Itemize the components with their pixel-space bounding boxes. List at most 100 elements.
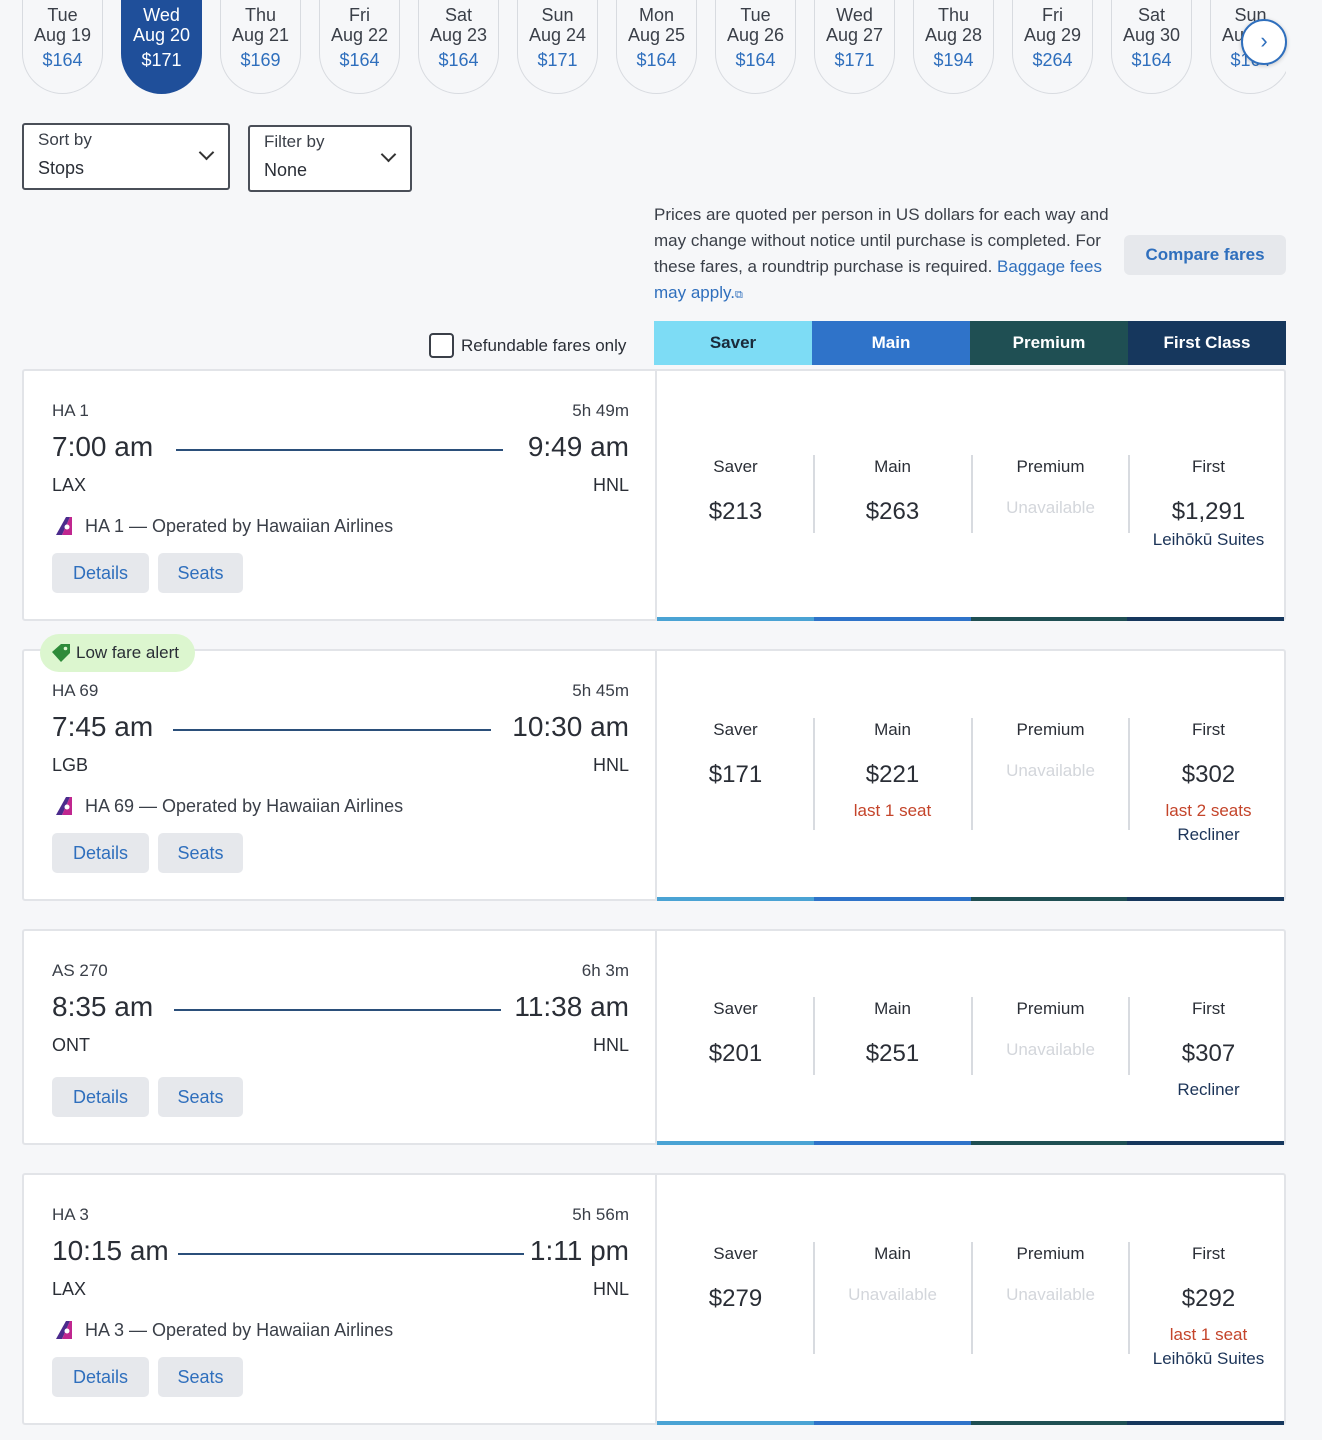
date-tab-aug-19[interactable]: Tue Aug 19 $164 bbox=[22, 0, 103, 94]
low-fare-alert-text: Low fare alert bbox=[76, 643, 179, 662]
fare-divider bbox=[1128, 718, 1130, 830]
date-label: Aug 27 bbox=[825, 25, 884, 45]
date-price: $171 bbox=[141, 50, 182, 70]
fare-price: $171 bbox=[708, 761, 763, 788]
chevron-right-icon[interactable]: › bbox=[1241, 19, 1287, 65]
date-price: $164 bbox=[438, 50, 479, 70]
fare-header-premium[interactable]: Premium bbox=[970, 321, 1128, 365]
flight-number: HA 3 bbox=[52, 1205, 89, 1224]
date-price: $164 bbox=[339, 50, 380, 70]
cabin-type: Recliner bbox=[1177, 825, 1240, 844]
fare-class-label: Saver bbox=[713, 999, 758, 1018]
fare-price: $279 bbox=[708, 1285, 763, 1312]
date-label: Aug 25 bbox=[627, 25, 686, 45]
date-dow: Wed bbox=[143, 5, 180, 25]
details-button[interactable]: Details bbox=[52, 833, 149, 873]
date-tab-aug-26[interactable]: Tue Aug 26 $164 bbox=[715, 0, 796, 94]
fare-saver[interactable]: Saver $279 bbox=[657, 1244, 814, 1313]
date-tab-aug-25[interactable]: Mon Aug 25 $164 bbox=[616, 0, 697, 94]
seats-button[interactable]: Seats bbox=[158, 1077, 243, 1117]
flight-number: HA 69 bbox=[52, 681, 99, 700]
fare-divider bbox=[813, 718, 815, 830]
fare-main: Main Unavailable bbox=[814, 1244, 971, 1305]
date-tab-aug-24[interactable]: Sun Aug 24 $171 bbox=[517, 0, 598, 94]
fare-price: $221 bbox=[865, 761, 920, 788]
date-label: Aug 29 bbox=[1023, 25, 1082, 45]
route-line bbox=[176, 449, 503, 451]
fare-options: Saver $171 Main $221 last 1 seat Premium Una… bbox=[655, 651, 1287, 901]
date-dow: Thu bbox=[244, 5, 277, 25]
date-label: Aug 21 bbox=[231, 25, 290, 45]
fare-options: Saver $213 Main $263 Premium Unavailable Fi… bbox=[655, 371, 1287, 621]
fare-divider bbox=[971, 997, 973, 1075]
details-button[interactable]: Details bbox=[52, 1357, 149, 1397]
fare-saver[interactable]: Saver $213 bbox=[657, 457, 814, 526]
date-tab-aug-22[interactable]: Fri Aug 22 $164 bbox=[319, 0, 400, 94]
fare-main[interactable]: Main $251 bbox=[814, 999, 971, 1068]
price-disclaimer: Prices are quoted per person in US dolla… bbox=[654, 202, 1110, 308]
refundable-checkbox[interactable]: Refundable fares only bbox=[429, 333, 626, 358]
fare-divider bbox=[971, 718, 973, 830]
fare-main[interactable]: Main $221 last 1 seat bbox=[814, 720, 971, 821]
date-tab-aug-27[interactable]: Wed Aug 27 $171 bbox=[814, 0, 895, 94]
fare-divider bbox=[1128, 997, 1130, 1075]
seats-button[interactable]: Seats bbox=[158, 833, 243, 873]
seats-button[interactable]: Seats bbox=[158, 553, 243, 593]
seats-remaining-warning: last 1 seat bbox=[1169, 1325, 1248, 1344]
departure-time: 7:45 am bbox=[52, 711, 154, 742]
fare-divider bbox=[813, 1242, 815, 1354]
date-tab-aug-28[interactable]: Thu Aug 28 $194 bbox=[913, 0, 994, 94]
date-dow: Wed bbox=[836, 5, 873, 25]
details-button[interactable]: Details bbox=[52, 553, 149, 593]
fare-first[interactable]: First $302 last 2 seats Recliner bbox=[1130, 720, 1287, 845]
hawaiian-airlines-logo-icon bbox=[56, 797, 72, 815]
fare-premium: Premium Unavailable bbox=[972, 1244, 1129, 1305]
flight-duration: 5h 56m bbox=[572, 1205, 629, 1224]
fare-class-label: First bbox=[1191, 1244, 1226, 1263]
date-price: $169 bbox=[240, 50, 281, 70]
details-button[interactable]: Details bbox=[52, 1077, 149, 1117]
date-tab-aug-20[interactable]: Wed Aug 20 $171 bbox=[121, 0, 202, 94]
fare-class-label: Main bbox=[874, 720, 911, 739]
seats-remaining-warning: last 1 seat bbox=[853, 801, 932, 820]
flight-info: HA 3 5h 56m 10:15 am 1:11 pm LAX HNL HA … bbox=[24, 1175, 655, 1423]
fare-main[interactable]: Main $263 bbox=[814, 457, 971, 526]
fare-first[interactable]: First $1,291 Leihōkū Suites bbox=[1130, 457, 1287, 550]
refundable-label: Refundable fares only bbox=[461, 335, 627, 355]
flight-duration: 5h 49m bbox=[572, 401, 629, 420]
fare-first[interactable]: First $307 Recliner bbox=[1130, 999, 1287, 1100]
fare-color-bar bbox=[657, 1141, 1284, 1145]
fare-class-label: Premium bbox=[1016, 1244, 1085, 1263]
departure-time: 10:15 am bbox=[52, 1235, 169, 1266]
fare-header-first[interactable]: First Class bbox=[1128, 321, 1286, 365]
sort-label: Sort by bbox=[38, 130, 92, 149]
departure-airport: LAX bbox=[52, 1279, 87, 1299]
flight-duration: 5h 45m bbox=[572, 681, 629, 700]
hawaiian-airlines-logo-icon bbox=[56, 517, 72, 535]
compare-fares-button[interactable]: Compare fares bbox=[1124, 235, 1286, 275]
filter-dropdown[interactable]: Filter by None bbox=[248, 125, 412, 192]
fare-header-saver[interactable]: Saver bbox=[654, 321, 812, 365]
date-dow: Sun bbox=[541, 5, 574, 25]
checkbox-icon[interactable] bbox=[429, 333, 454, 358]
fare-class-label: Saver bbox=[713, 457, 758, 476]
date-tab-aug-21[interactable]: Thu Aug 21 $169 bbox=[220, 0, 301, 94]
sort-value: Stops bbox=[38, 158, 85, 178]
departure-time: 8:35 am bbox=[52, 991, 154, 1022]
fare-saver[interactable]: Saver $171 bbox=[657, 720, 814, 789]
operated-text: HA 69 — Operated by Hawaiian Airlines bbox=[85, 795, 404, 816]
sort-dropdown[interactable]: Sort by Stops bbox=[22, 123, 230, 190]
date-tab-aug-29[interactable]: Fri Aug 29 $264 bbox=[1012, 0, 1093, 94]
fare-saver[interactable]: Saver $201 bbox=[657, 999, 814, 1068]
date-price: $171 bbox=[834, 50, 875, 70]
date-tab-aug-30[interactable]: Sat Aug 30 $164 bbox=[1111, 0, 1192, 94]
date-dow: Tue bbox=[47, 5, 78, 25]
fare-header-main[interactable]: Main bbox=[812, 321, 970, 365]
seats-button[interactable]: Seats bbox=[158, 1357, 243, 1397]
fare-price: $307 bbox=[1181, 1040, 1236, 1067]
date-tab-aug-23[interactable]: Sat Aug 23 $164 bbox=[418, 0, 499, 94]
flight-info: HA 69 5h 45m 7:45 am 10:30 am LGB HNL HA… bbox=[24, 651, 655, 899]
departure-airport: ONT bbox=[52, 1035, 90, 1055]
fare-first[interactable]: First $292 last 1 seat Leihōkū Suites bbox=[1130, 1244, 1287, 1369]
baggage-fees-link[interactable]: Baggage fees may apply. bbox=[654, 257, 1102, 302]
